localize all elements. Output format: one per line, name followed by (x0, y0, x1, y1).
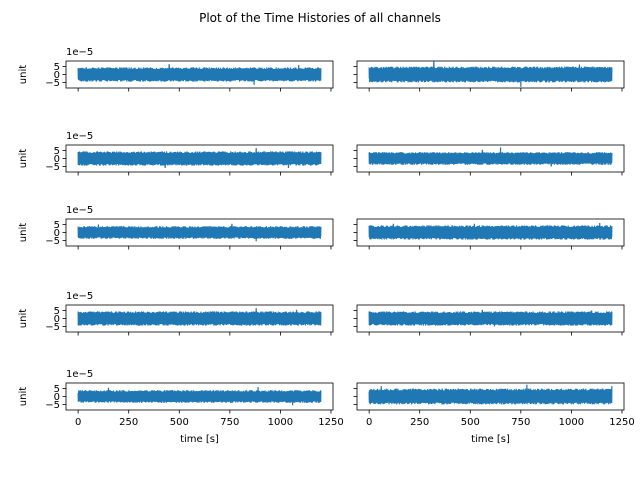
y-axis-label: unit (18, 149, 29, 168)
subplot-2-1: 50−5 1e−5 unit (18, 131, 334, 176)
y-tick-label: 5 (54, 384, 60, 395)
y-offset-text: 1e−5 (66, 369, 93, 380)
y-tick-label: 0 (54, 70, 60, 81)
x-tick-label: 1250 (609, 417, 634, 428)
figure-title: Plot of the Time Histories of all channe… (199, 11, 441, 25)
y-axis-label: unit (18, 309, 29, 328)
signal-line (77, 148, 322, 169)
signal-line (77, 308, 322, 326)
subplot-5-2: 0 250 500 750 1000 1250 time [s] (353, 382, 635, 445)
subplot-3-2 (353, 218, 625, 250)
signal-line (77, 223, 322, 242)
x-axis-label: time [s] (180, 434, 219, 445)
subplot-2-2 (353, 144, 625, 176)
y-tick-label: −5 (45, 400, 60, 411)
signal-line (368, 147, 613, 167)
y-tick-label: 5 (54, 220, 60, 231)
y-tick-label: 5 (54, 146, 60, 157)
y-tick-label: 0 (54, 392, 60, 403)
y-offset-text: 1e−5 (66, 291, 93, 302)
signal-line (77, 386, 322, 406)
y-tick-label: 0 (54, 154, 60, 165)
subplot-4-2 (353, 304, 625, 336)
y-tick-label: 5 (54, 306, 60, 317)
subplot-4-1: 50−5 1e−5 unit (18, 291, 334, 336)
signal-line (77, 64, 322, 85)
signal-line (368, 384, 613, 405)
subplot-3-1: 50−5 1e−5 unit (18, 205, 334, 250)
x-tick-label: 500 (461, 417, 480, 428)
subplot-grid: 50−51e−5unit50−51e−5unit50−51e−5unit50−5… (18, 47, 635, 445)
y-offset-text: 1e−5 (66, 205, 93, 216)
signal-line (368, 61, 613, 87)
y-tick-label: 0 (54, 314, 60, 325)
x-tick-label: 1000 (268, 417, 293, 428)
subplot-1-2 (353, 60, 625, 92)
y-tick-label: −5 (45, 322, 60, 333)
y-axis-label: unit (18, 223, 29, 242)
x-tick-label: 250 (410, 417, 429, 428)
y-tick-label: −5 (45, 78, 60, 89)
x-tick-label: 0 (366, 417, 372, 428)
y-offset-text: 1e−5 (66, 131, 93, 142)
x-tick-label: 1250 (318, 417, 343, 428)
x-axis-label: time [s] (471, 434, 510, 445)
y-axis-label: unit (18, 387, 29, 406)
y-tick-label: 5 (54, 62, 60, 73)
y-tick-label: −5 (45, 162, 60, 173)
x-tick-label: 250 (119, 417, 138, 428)
x-tick-label: 0 (75, 417, 81, 428)
x-tick-label: 500 (170, 417, 189, 428)
y-tick-label: 0 (54, 228, 60, 239)
y-offset-text: 1e−5 (66, 47, 93, 58)
signal-line (368, 222, 613, 240)
x-tick-label: 1000 (559, 417, 584, 428)
signal-line (368, 309, 613, 327)
subplot-1-1: 50−5 1e−5 unit (18, 47, 334, 92)
y-tick-label: −5 (45, 236, 60, 247)
x-tick-label: 750 (511, 417, 530, 428)
x-tick-label: 750 (220, 417, 239, 428)
y-axis-label: unit (18, 65, 29, 84)
